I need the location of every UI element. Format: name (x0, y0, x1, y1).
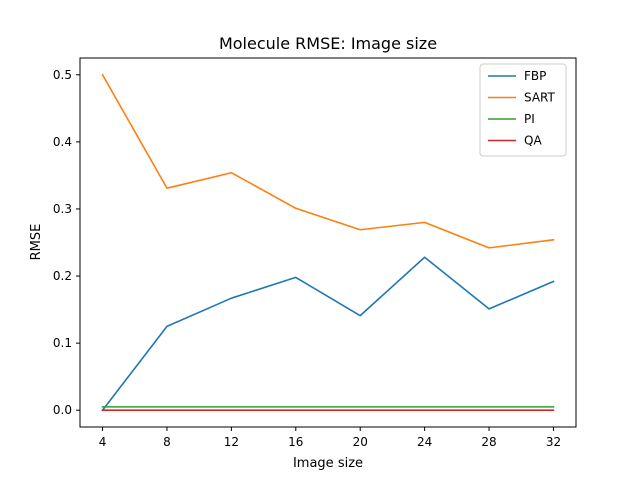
chart-title: Molecule RMSE: Image size (219, 34, 437, 53)
x-tick-label: 20 (353, 435, 368, 449)
x-tick-label: 8 (163, 435, 171, 449)
series-lines (101, 73, 555, 412)
legend-label-fbp: FBP (524, 69, 546, 83)
y-tick-label: 0.2 (53, 269, 72, 283)
x-axis: 4 8 12 16 20 24 28 32 (99, 427, 561, 449)
y-tick-label: 0.5 (53, 68, 72, 82)
x-tick-label: 12 (224, 435, 239, 449)
y-axis-label: RMSE (29, 224, 44, 261)
x-tick-label: 4 (99, 435, 107, 449)
legend-box (479, 63, 567, 157)
series-line-fbp (101, 256, 555, 412)
series-line-sart (101, 73, 555, 249)
x-tick-label: 24 (417, 435, 432, 449)
x-tick-label: 28 (481, 435, 496, 449)
y-tick-label: 0.0 (53, 403, 72, 417)
legend-label-qa: QA (524, 134, 542, 148)
y-tick-label: 0.3 (53, 202, 72, 216)
axes-frame (79, 57, 577, 428)
y-tick-label: 0.4 (53, 135, 72, 149)
legend-label-pi: PI (524, 112, 535, 126)
y-tick-label: 0.1 (53, 336, 72, 350)
x-axis-label: Image size (293, 456, 363, 471)
y-axis: 0.0 0.1 0.2 0.3 0.4 0.5 (53, 68, 80, 417)
legend-label-sart: SART (524, 91, 556, 105)
legend: FBP SART PI QA (479, 63, 567, 157)
x-tick-label: 32 (546, 435, 561, 449)
x-tick-label: 16 (288, 435, 303, 449)
